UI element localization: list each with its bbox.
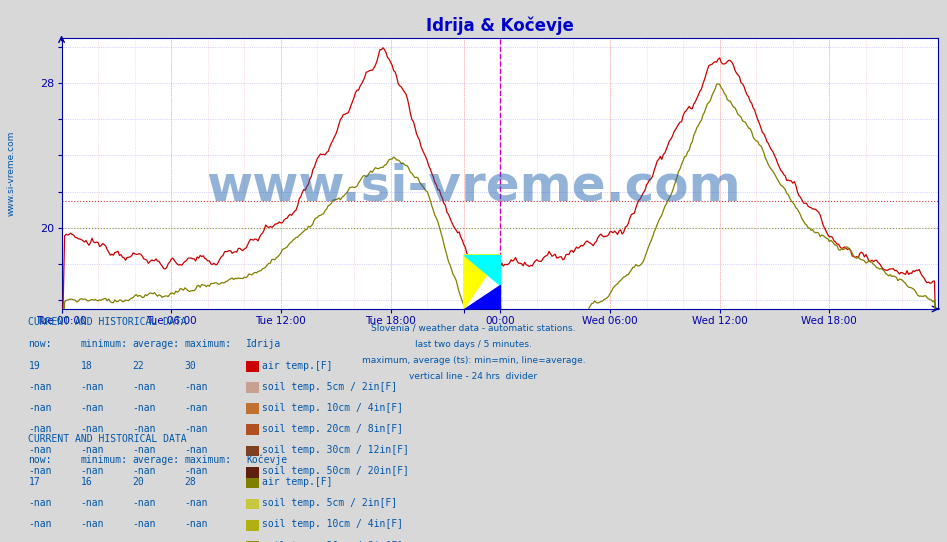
Text: vertical line - 24 hrs  divider: vertical line - 24 hrs divider [409, 372, 538, 382]
Text: -nan: -nan [133, 540, 156, 542]
Text: -nan: -nan [185, 466, 208, 476]
Text: -nan: -nan [80, 519, 104, 530]
Text: Idrija: Idrija [246, 339, 281, 349]
Text: Kočevje: Kočevje [246, 455, 287, 466]
Text: -nan: -nan [133, 403, 156, 413]
Text: soil temp. 20cm / 8in[F]: soil temp. 20cm / 8in[F] [262, 424, 403, 434]
Text: soil temp. 20cm / 8in[F]: soil temp. 20cm / 8in[F] [262, 540, 403, 542]
Text: -nan: -nan [80, 403, 104, 413]
Text: now:: now: [28, 455, 52, 466]
Text: -nan: -nan [185, 498, 208, 508]
Polygon shape [464, 285, 500, 309]
Text: -nan: -nan [80, 424, 104, 434]
Text: -nan: -nan [185, 424, 208, 434]
Text: soil temp. 10cm / 4in[F]: soil temp. 10cm / 4in[F] [262, 519, 403, 530]
Text: maximum:: maximum: [185, 455, 232, 466]
Text: -nan: -nan [28, 424, 52, 434]
Text: 16: 16 [80, 477, 92, 487]
Text: 28: 28 [185, 477, 196, 487]
Text: -nan: -nan [133, 382, 156, 392]
Text: average:: average: [133, 455, 180, 466]
Text: -nan: -nan [80, 382, 104, 392]
Text: 19: 19 [28, 360, 40, 371]
Text: -nan: -nan [80, 445, 104, 455]
Text: soil temp. 10cm / 4in[F]: soil temp. 10cm / 4in[F] [262, 403, 403, 413]
Text: minimum:: minimum: [80, 339, 128, 349]
Text: Slovenia / weather data - automatic stations.: Slovenia / weather data - automatic stat… [371, 324, 576, 333]
Text: -nan: -nan [185, 445, 208, 455]
Text: -nan: -nan [28, 466, 52, 476]
Text: CURRENT AND HISTORICAL DATA: CURRENT AND HISTORICAL DATA [28, 434, 188, 444]
Text: -nan: -nan [28, 382, 52, 392]
Text: -nan: -nan [28, 403, 52, 413]
Text: -nan: -nan [133, 519, 156, 530]
Text: 22: 22 [133, 360, 144, 371]
Text: -nan: -nan [133, 498, 156, 508]
Text: air temp.[F]: air temp.[F] [262, 360, 332, 371]
Text: -nan: -nan [185, 519, 208, 530]
Title: Idrija & Kočevje: Idrija & Kočevje [425, 16, 574, 35]
Text: -nan: -nan [185, 382, 208, 392]
Text: -nan: -nan [28, 519, 52, 530]
Text: -nan: -nan [28, 540, 52, 542]
Text: soil temp. 30cm / 12in[F]: soil temp. 30cm / 12in[F] [262, 445, 409, 455]
Text: -nan: -nan [28, 445, 52, 455]
Text: -nan: -nan [133, 466, 156, 476]
Text: maximum:: maximum: [185, 339, 232, 349]
Text: air temp.[F]: air temp.[F] [262, 477, 332, 487]
Text: -nan: -nan [133, 445, 156, 455]
Polygon shape [464, 255, 500, 309]
Text: www.si-vreme.com: www.si-vreme.com [7, 131, 16, 216]
Text: soil temp. 50cm / 20in[F]: soil temp. 50cm / 20in[F] [262, 466, 409, 476]
Polygon shape [464, 255, 500, 285]
Text: www.si-vreme.com: www.si-vreme.com [206, 163, 741, 211]
Text: 18: 18 [80, 360, 92, 371]
Text: average:: average: [133, 339, 180, 349]
Text: maximum, average (ts): min=min, line=average.: maximum, average (ts): min=min, line=ave… [362, 356, 585, 365]
Text: -nan: -nan [133, 424, 156, 434]
Text: -nan: -nan [80, 466, 104, 476]
Text: -nan: -nan [80, 540, 104, 542]
Text: -nan: -nan [185, 403, 208, 413]
Text: 30: 30 [185, 360, 196, 371]
Text: last two days / 5 minutes.: last two days / 5 minutes. [415, 340, 532, 349]
Text: 17: 17 [28, 477, 40, 487]
Text: 20: 20 [133, 477, 144, 487]
Text: soil temp. 5cm / 2in[F]: soil temp. 5cm / 2in[F] [262, 382, 398, 392]
Text: -nan: -nan [185, 540, 208, 542]
Text: soil temp. 5cm / 2in[F]: soil temp. 5cm / 2in[F] [262, 498, 398, 508]
Text: minimum:: minimum: [80, 455, 128, 466]
Text: CURRENT AND HISTORICAL DATA: CURRENT AND HISTORICAL DATA [28, 317, 188, 327]
Text: -nan: -nan [28, 498, 52, 508]
Text: -nan: -nan [80, 498, 104, 508]
Text: now:: now: [28, 339, 52, 349]
